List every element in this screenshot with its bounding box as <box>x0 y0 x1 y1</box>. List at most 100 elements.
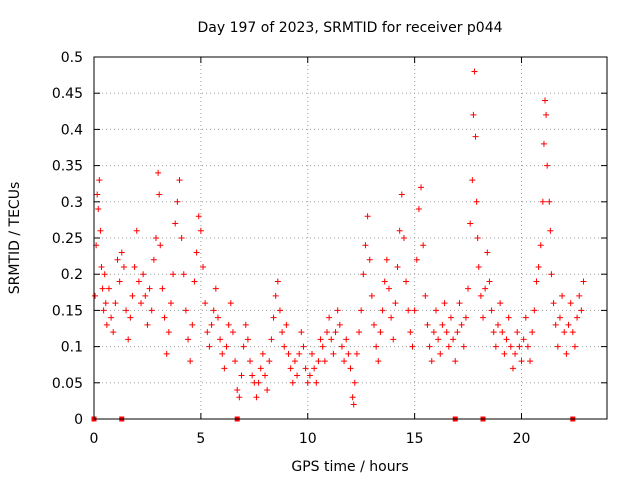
data-point <box>492 343 499 350</box>
data-point <box>150 256 157 263</box>
data-point <box>443 329 450 336</box>
x-tick-label: 10 <box>299 431 317 447</box>
data-point <box>112 300 119 307</box>
data-point <box>330 350 337 357</box>
data-point <box>110 329 117 336</box>
data-point <box>539 198 546 205</box>
y-tick-label: 0 <box>74 412 83 428</box>
data-point <box>433 307 439 314</box>
data-point <box>345 350 352 357</box>
data-point <box>488 307 495 314</box>
data-point <box>170 271 177 278</box>
data-point <box>535 263 542 270</box>
data-point <box>172 220 179 227</box>
y-tick-label: 0.1 <box>61 340 83 356</box>
data-points <box>92 68 587 408</box>
grid <box>94 57 607 419</box>
data-point <box>247 358 254 365</box>
data-point <box>447 314 454 321</box>
y-tick-label: 0.45 <box>52 86 83 102</box>
data-point <box>315 358 322 365</box>
data-point <box>473 198 480 205</box>
data-point <box>100 307 107 314</box>
data-point <box>210 307 217 314</box>
data-point <box>223 343 230 350</box>
data-point <box>394 263 401 270</box>
data-point <box>193 249 200 256</box>
data-point <box>229 329 236 336</box>
data-point <box>499 329 506 336</box>
data-point <box>140 271 147 278</box>
data-point <box>542 97 549 104</box>
data-point <box>349 394 356 401</box>
data-point <box>415 206 422 213</box>
data-point <box>544 162 551 169</box>
data-point <box>529 329 536 336</box>
chart-title: Day 197 of 2023, SRMTID for receiver p04… <box>197 20 502 36</box>
data-point <box>108 314 115 321</box>
data-point <box>482 285 489 292</box>
data-point <box>368 292 375 299</box>
data-point <box>156 191 163 198</box>
x-tick-label: 0 <box>90 431 99 447</box>
data-point <box>469 177 476 184</box>
data-point <box>571 343 578 350</box>
x-tick-label: 20 <box>513 431 531 447</box>
data-point <box>219 350 226 357</box>
data-point <box>543 111 550 118</box>
data-point <box>507 343 514 350</box>
data-point <box>450 336 457 343</box>
data-point <box>334 307 341 314</box>
data-point <box>281 343 288 350</box>
y-tick-label: 0.5 <box>61 50 83 66</box>
data-point <box>317 336 324 343</box>
data-point <box>180 271 187 278</box>
data-point <box>328 336 335 343</box>
data-point <box>358 307 365 314</box>
data-point <box>262 372 268 379</box>
data-point <box>338 343 345 350</box>
data-point <box>114 256 121 263</box>
data-point <box>287 365 294 372</box>
data-point <box>155 169 162 176</box>
data-point <box>550 300 557 307</box>
data-point <box>336 321 343 328</box>
data-point <box>274 278 281 285</box>
y-tick-labels: 0 0.05 0.1 0.15 0.2 0.25 0.3 0.35 0.4 0.45 0.5 <box>52 50 83 428</box>
data-point <box>350 401 357 408</box>
data-point <box>490 329 497 336</box>
data-point <box>390 336 397 343</box>
data-point <box>554 343 561 350</box>
data-point <box>484 249 491 256</box>
data-point <box>291 358 298 365</box>
data-point <box>148 307 155 314</box>
data-point <box>379 307 386 314</box>
y-tick-label: 0.2 <box>61 267 83 283</box>
data-point <box>578 307 585 314</box>
data-point <box>518 358 525 365</box>
data-point <box>202 300 209 307</box>
data-point <box>563 350 570 357</box>
data-point <box>472 133 479 140</box>
data-point <box>465 285 472 292</box>
data-point <box>537 242 544 249</box>
data-point <box>531 307 538 314</box>
data-point <box>197 227 204 234</box>
data-point <box>567 300 574 307</box>
data-point <box>477 292 484 299</box>
data-point <box>300 343 307 350</box>
data-point <box>381 278 388 285</box>
data-point <box>522 314 529 321</box>
data-point <box>189 321 196 328</box>
data-point <box>294 372 301 379</box>
data-point <box>524 343 531 350</box>
data-point <box>129 292 136 299</box>
axis-ticks <box>93 56 607 420</box>
data-point <box>163 350 170 357</box>
data-point <box>236 394 243 401</box>
data-point <box>445 343 452 350</box>
data-point <box>420 242 427 249</box>
data-point <box>253 394 260 401</box>
data-point <box>413 256 420 263</box>
